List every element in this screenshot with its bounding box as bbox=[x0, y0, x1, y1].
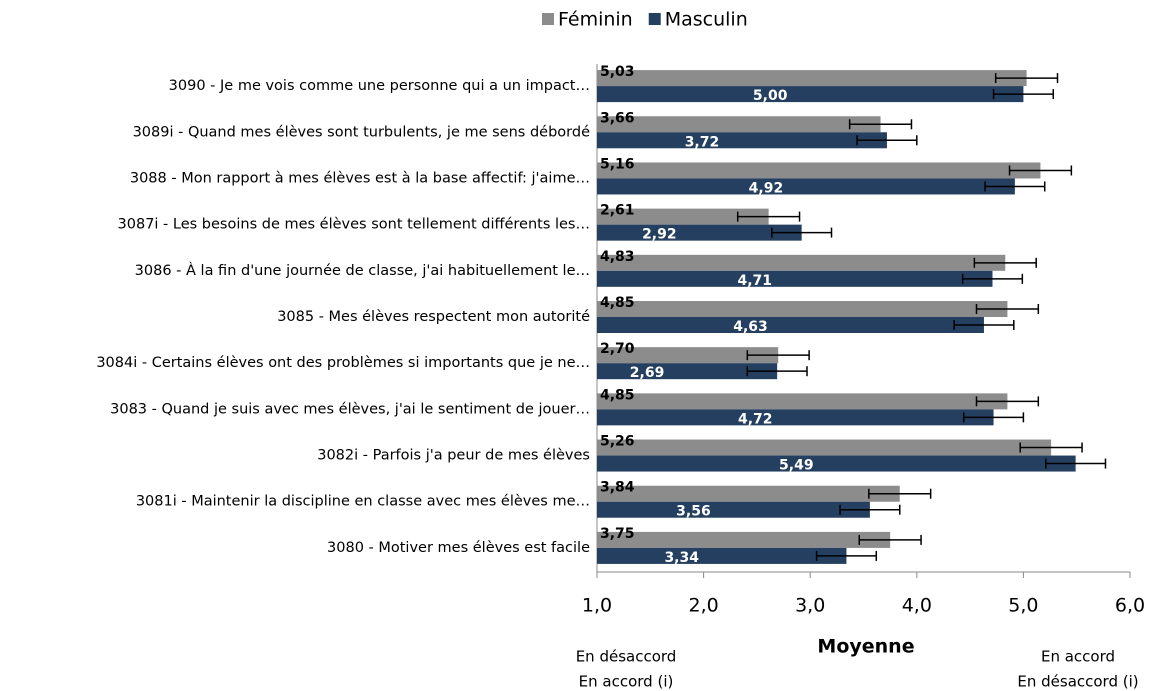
bar bbox=[597, 70, 1027, 87]
error-bar bbox=[858, 534, 922, 545]
x-tick-label: 5,0 bbox=[1008, 595, 1038, 617]
value-label: 3,84 bbox=[600, 480, 635, 496]
bar bbox=[597, 254, 1006, 271]
error-bar bbox=[771, 227, 833, 238]
bar bbox=[597, 116, 881, 133]
value-label: 4,71 bbox=[737, 273, 772, 289]
right-note: En désaccord (i) bbox=[1017, 673, 1138, 691]
left-note: En désaccord bbox=[576, 648, 677, 666]
value-label: 3,34 bbox=[664, 550, 699, 566]
error-bar bbox=[736, 211, 801, 222]
category-label: 3082i - Parfois j'a peur de mes élèves bbox=[317, 448, 590, 464]
bar bbox=[597, 363, 778, 380]
category-label: 3088 - Mon rapport à mes élèves est à la… bbox=[130, 170, 590, 186]
error-bar bbox=[856, 135, 918, 146]
bar bbox=[597, 547, 847, 564]
value-label: 5,00 bbox=[753, 88, 788, 104]
legend-label: Masculin bbox=[665, 9, 748, 31]
bar bbox=[597, 208, 769, 225]
bar bbox=[597, 301, 1008, 317]
category-label: 3087i - Les besoins de mes élèves sont t… bbox=[118, 217, 590, 233]
legend-swatch bbox=[648, 13, 661, 25]
value-label: 4,83 bbox=[600, 249, 635, 265]
bar bbox=[597, 347, 779, 364]
x-tick-label: 1,0 bbox=[582, 595, 612, 617]
error-bar bbox=[1019, 442, 1083, 453]
bar bbox=[597, 270, 993, 287]
value-label: 5,03 bbox=[600, 64, 635, 80]
x-tick-label: 3,0 bbox=[795, 595, 825, 617]
bar bbox=[597, 162, 1041, 179]
left-note: En accord (i) bbox=[579, 673, 674, 691]
legend-label: Féminin bbox=[558, 9, 633, 31]
value-label: 5,16 bbox=[600, 156, 635, 172]
error-bar bbox=[746, 350, 810, 361]
bar bbox=[597, 393, 1008, 410]
error-bar bbox=[994, 73, 1059, 84]
value-label: 3,72 bbox=[685, 134, 720, 150]
value-label: 4,63 bbox=[733, 319, 768, 335]
category-label: 3083 - Quand je suis avec mes élèves, j'… bbox=[110, 401, 590, 417]
bar bbox=[597, 224, 802, 241]
value-label: 2,69 bbox=[630, 365, 665, 381]
error-bar bbox=[992, 89, 1054, 100]
error-bar bbox=[839, 504, 901, 515]
bar bbox=[597, 531, 891, 548]
x-axis-title: Moyenne bbox=[817, 636, 914, 658]
category-label: 3084i - Certains élèves ont des problème… bbox=[96, 355, 590, 371]
bar bbox=[597, 439, 1052, 456]
bar bbox=[597, 178, 1015, 195]
error-bar bbox=[1008, 165, 1073, 176]
legend-swatch bbox=[542, 13, 554, 25]
error-bar bbox=[973, 257, 1037, 268]
error-bar bbox=[961, 273, 1024, 284]
error-bar bbox=[1045, 458, 1107, 469]
category-label: 3086 - À la fin d'une journée de classe,… bbox=[135, 262, 590, 279]
value-label: 3,75 bbox=[600, 526, 635, 542]
value-label: 3,56 bbox=[676, 504, 711, 520]
category-label: 3090 - Je me vois comme une personne qui… bbox=[169, 78, 590, 94]
bar bbox=[597, 455, 1076, 472]
error-bar bbox=[975, 304, 1040, 314]
bar bbox=[597, 132, 887, 149]
value-label: 4,85 bbox=[600, 387, 635, 403]
value-label: 3,66 bbox=[600, 110, 635, 126]
value-label: 4,85 bbox=[600, 295, 635, 311]
bar bbox=[597, 86, 1024, 103]
bar bbox=[597, 501, 870, 518]
error-bar bbox=[984, 181, 1046, 192]
category-label: 3080 - Motiver mes élèves est facile bbox=[327, 540, 590, 556]
error-bar bbox=[962, 412, 1025, 423]
value-label: 4,92 bbox=[749, 180, 784, 196]
x-tick-label: 2,0 bbox=[688, 595, 718, 617]
value-label: 2,92 bbox=[642, 227, 677, 243]
value-label: 5,26 bbox=[600, 434, 635, 450]
error-bar bbox=[953, 320, 1015, 330]
category-label: 3089i - Quand mes élèves sont turbulents… bbox=[133, 124, 591, 140]
value-label: 5,49 bbox=[779, 458, 814, 474]
value-label: 4,72 bbox=[738, 411, 773, 427]
category-label: 3081i - Maintenir la discipline en class… bbox=[136, 494, 590, 510]
error-bar bbox=[975, 396, 1040, 407]
x-tick-label: 4,0 bbox=[902, 595, 932, 617]
value-label: 2,70 bbox=[600, 341, 635, 357]
x-tick-label: 6,0 bbox=[1115, 595, 1145, 617]
value-label: 2,61 bbox=[600, 203, 635, 219]
category-label: 3085 - Mes élèves respectent mon autorit… bbox=[277, 309, 590, 325]
bar bbox=[597, 409, 994, 426]
right-note: En accord bbox=[1041, 648, 1115, 666]
error-bar bbox=[815, 550, 878, 561]
bar bbox=[597, 485, 900, 502]
error-bar bbox=[746, 366, 808, 377]
bar bbox=[597, 317, 984, 333]
error-bar bbox=[868, 488, 932, 499]
error-bar bbox=[848, 119, 913, 130]
